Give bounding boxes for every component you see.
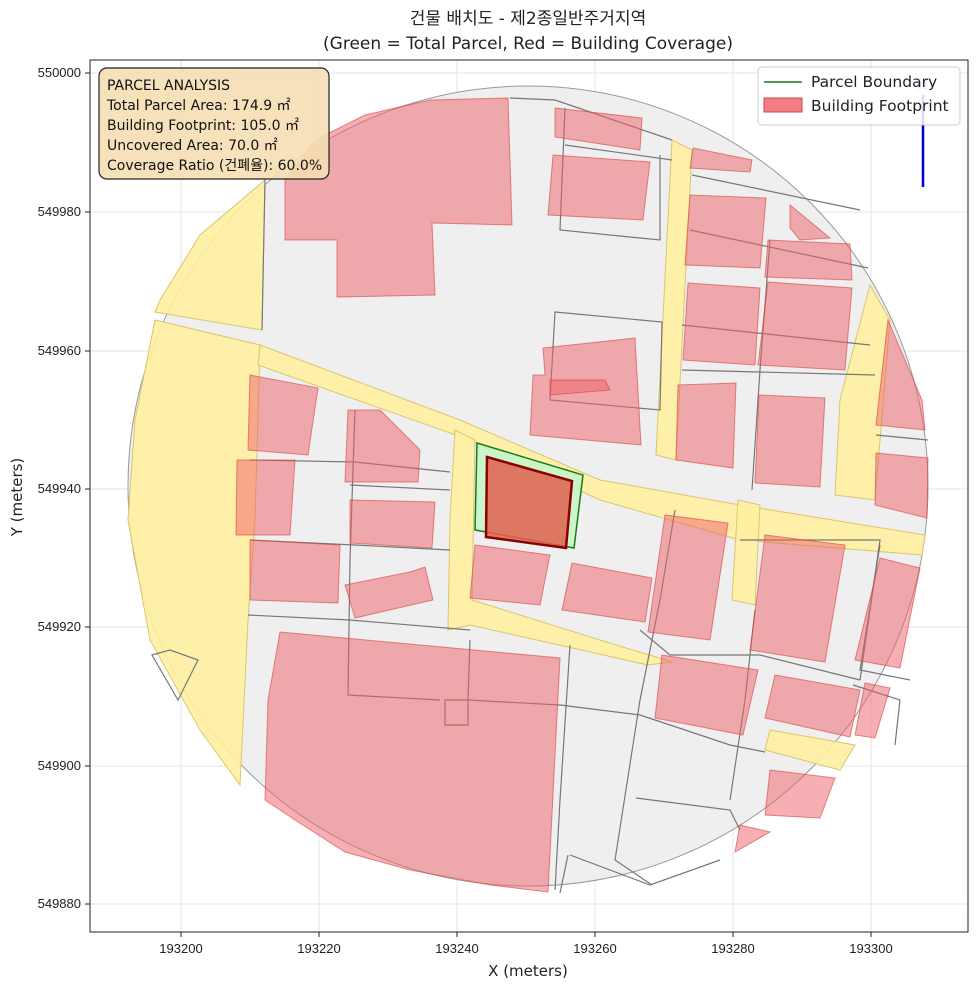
parcel-analysis-box: PARCEL ANALYSIS Total Parcel Area: 174.9… [98, 67, 330, 180]
x-tick-label: 193200 [159, 941, 202, 956]
y-tick-label: 549900 [38, 758, 81, 773]
building-south-large [264, 631, 561, 893]
y-tick-labels: 550000 549980 549960 549940 549920 54990… [38, 65, 81, 911]
x-axis-label: X (meters) [488, 962, 568, 980]
y-tick-label: 549980 [38, 204, 81, 219]
subject-building-footprint [484, 455, 574, 550]
legend-parcel-label: Parcel Boundary [811, 73, 937, 91]
y-axis-label: Y (meters) [8, 458, 26, 538]
road-central-vertical [447, 429, 673, 666]
info-uncovered: Uncovered Area: 70.0 ㎡ [107, 138, 278, 154]
chart-title-line1: 건물 배치도 - 제2종일반주거지역 [410, 9, 646, 29]
y-tick-label: 549940 [38, 481, 81, 496]
info-coverage: Coverage Ratio (건폐율): 60.0% [107, 158, 322, 174]
y-tick-label: 549920 [38, 619, 81, 634]
info-footprint: Building Footprint: 105.0 ㎡ [107, 118, 299, 134]
y-tick-label: 549880 [38, 896, 81, 911]
neighbor-buildings [235, 97, 929, 893]
legend-building-swatch [763, 97, 803, 113]
building-nw-large [284, 97, 513, 298]
axes-frame [89, 59, 969, 933]
info-heading: PARCEL ANALYSIS [107, 78, 230, 94]
legend-building-label: Building Footprint [811, 97, 949, 115]
x-tick-label: 193220 [297, 941, 340, 956]
x-tick-marks [180, 932, 872, 937]
x-tick-label: 193280 [711, 941, 754, 956]
chart-title-line2: (Green = Total Parcel, Red = Building Co… [323, 34, 733, 54]
y-tick-label: 550000 [38, 65, 81, 80]
x-tick-label: 193260 [573, 941, 616, 956]
y-tick-label: 549960 [38, 343, 81, 358]
x-tick-label: 193300 [849, 941, 892, 956]
x-tick-label: 193240 [435, 941, 478, 956]
info-box-background [98, 67, 330, 180]
legend: Parcel Boundary Building Footprint [757, 66, 961, 126]
y-tick-marks [85, 72, 90, 905]
legend-box [757, 66, 961, 126]
road-east-vertical [834, 283, 891, 501]
road-southeast [764, 729, 856, 771]
info-total-area: Total Parcel Area: 174.9 ㎡ [106, 98, 291, 114]
road-east-spur [731, 499, 761, 606]
road-main-diagonal [257, 344, 926, 556]
x-tick-labels: 193200 193220 193240 193260 193280 19330… [159, 941, 892, 956]
